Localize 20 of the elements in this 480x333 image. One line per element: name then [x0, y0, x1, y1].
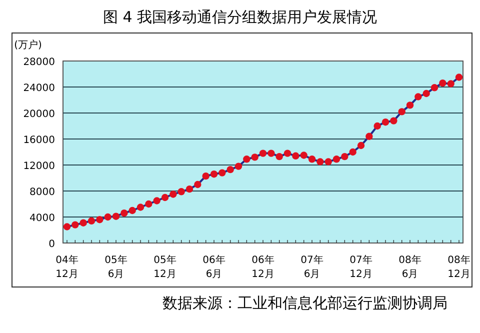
ytick: 28000 — [23, 57, 55, 68]
xtick: 07年 12月 — [350, 255, 372, 280]
ytick: 0 — [48, 239, 55, 250]
ylabel: (万户) — [14, 40, 42, 51]
xtick: 08年 12月 — [448, 255, 470, 280]
xtick: 06年 6月 — [202, 255, 226, 280]
ytick: 16000 — [23, 135, 55, 146]
xtick: 08年 6月 — [398, 255, 422, 280]
xtick: 07年 6月 — [300, 255, 324, 280]
annotation: 数据来源：工业和信息化部运行监测协调局 — [162, 294, 448, 312]
title: 图 4 我国移动通信分组数据用户发展情况 — [102, 8, 378, 26]
ytick: 20000 — [23, 109, 55, 120]
ytick: 12000 — [23, 161, 55, 172]
xtick: 04年 12月 — [56, 255, 78, 280]
xtick: 06年 12月 — [252, 255, 274, 280]
ytick: 4000 — [30, 213, 55, 224]
ytick: 8000 — [30, 187, 55, 198]
xtick: 05年 12月 — [154, 255, 176, 280]
ytick: 24000 — [23, 83, 55, 94]
xtick: 05年 6月 — [104, 255, 128, 280]
